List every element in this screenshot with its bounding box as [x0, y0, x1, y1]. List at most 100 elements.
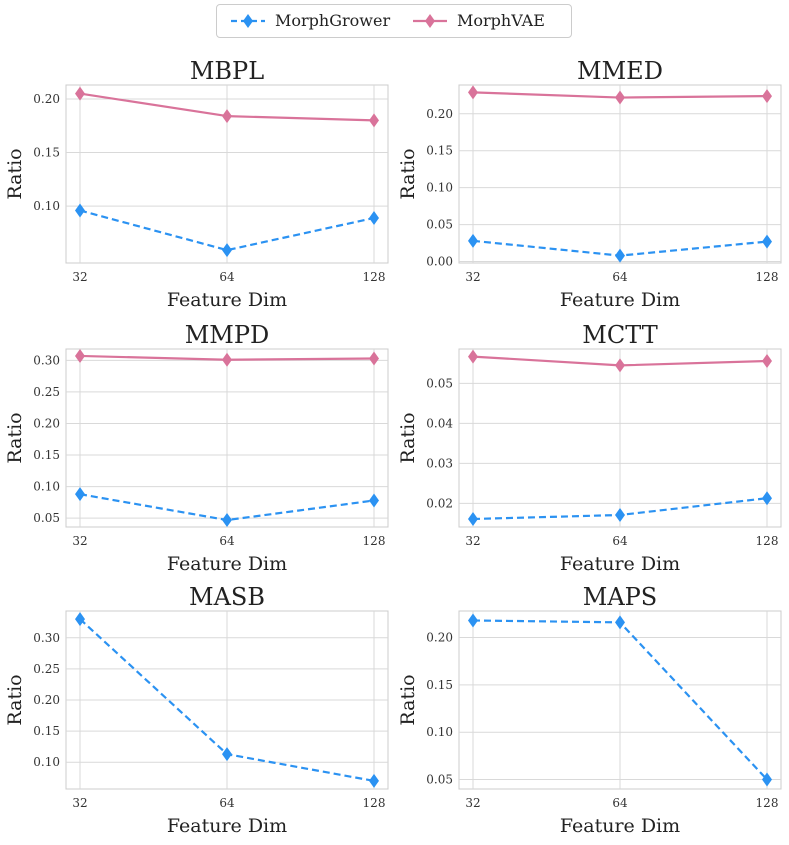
legend-line-morphvae [413, 14, 447, 28]
data-point-morphgrower [75, 487, 85, 502]
data-point-morphgrower [468, 613, 478, 628]
x-axis-label: Feature Dim [167, 553, 287, 575]
data-point-morphvae [369, 113, 379, 128]
x-axis-label: Feature Dim [560, 553, 680, 575]
data-point-morphvae [222, 109, 232, 124]
x-tick-label: 64 [612, 796, 628, 810]
y-tick-label: 0.05 [426, 773, 453, 787]
y-axis-label: Ratio [4, 148, 26, 199]
y-tick-label: 0.03 [426, 456, 453, 470]
x-axis-label: Feature Dim [560, 289, 680, 311]
data-point-morphgrower [75, 612, 85, 627]
y-tick-label: 0.04 [426, 416, 453, 430]
y-tick-label: 0.10 [33, 480, 60, 494]
data-point-morphvae [75, 86, 85, 101]
data-point-morphgrower [369, 773, 379, 788]
data-point-morphgrower [615, 615, 625, 630]
y-tick-label: 0.25 [33, 662, 60, 676]
data-point-morphvae [762, 89, 772, 104]
y-tick-label: 0.15 [33, 448, 60, 462]
legend: MorphGrower MorphVAE [216, 4, 572, 38]
y-tick-label: 0.10 [33, 755, 60, 769]
legend-label-morphvae: MorphVAE [457, 11, 545, 30]
chart-mmed: 0.00 0.05 0.10 0.15 0.20 32 64 128 MMED Feature D… [397, 57, 782, 311]
data-point-morphgrower [222, 747, 232, 762]
y-axis-label: Ratio [397, 148, 419, 199]
y-tick-label: 0.30 [33, 353, 60, 367]
x-tick-label: 128 [756, 796, 779, 810]
data-point-morphvae [468, 85, 478, 100]
data-point-morphgrower [222, 513, 232, 528]
x-tick-label: 64 [612, 270, 628, 284]
x-tick-label: 32 [72, 796, 87, 810]
y-tick-label: 0.00 [426, 255, 453, 269]
x-tick-label: 128 [756, 270, 779, 284]
series-line-morphgrower [79, 209, 375, 252]
y-axis-label: Ratio [397, 674, 419, 725]
data-point-morphgrower [762, 772, 772, 787]
data-point-morphgrower [615, 508, 625, 522]
chart-mctt: 0.02 0.03 0.04 0.05 32 64 128 MCTT Feature Dim Ra… [397, 321, 782, 575]
data-point-morphgrower [468, 512, 478, 526]
chart-mbpl: 0.10 0.15 0.20 32 64 128 MBPL Feature Dim Ratio [4, 57, 389, 311]
y-tick-label: 0.05 [33, 511, 60, 525]
data-point-morphvae [468, 349, 478, 364]
x-tick-label: 64 [219, 270, 235, 284]
data-point-morphgrower [369, 210, 379, 225]
x-tick-label: 32 [465, 796, 480, 810]
chart-title: MMPD [185, 321, 270, 349]
data-point-morphgrower [615, 248, 625, 263]
y-tick-label: 0.20 [33, 92, 60, 106]
y-tick-label: 0.20 [426, 631, 453, 645]
chart-title: MASB [189, 583, 265, 611]
data-point-morphgrower [75, 203, 85, 218]
y-axis-label: Ratio [397, 412, 419, 463]
chart-maps: 0.05 0.10 0.15 0.20 32 64 128 MAPS Feature Dim Ra… [397, 583, 782, 837]
x-tick-label: 64 [219, 534, 235, 548]
y-tick-label: 0.02 [426, 496, 453, 510]
data-point-morphvae [762, 354, 772, 368]
x-tick-label: 32 [465, 534, 480, 548]
data-point-morphvae [615, 90, 625, 105]
y-tick-label: 0.10 [426, 181, 453, 195]
x-tick-label: 128 [756, 534, 779, 548]
y-tick-label: 0.10 [426, 725, 453, 739]
y-tick-label: 0.15 [33, 146, 60, 160]
x-axis-label: Feature Dim [167, 289, 287, 311]
y-tick-label: 0.05 [426, 376, 453, 390]
chart-mmpd: 0.05 0.10 0.15 0.20 0.25 0.30 32 64 128 MMPD Featu… [4, 321, 389, 575]
x-axis-label: Feature Dim [560, 815, 680, 837]
chart-masb: 0.10 0.15 0.20 0.25 0.30 32 64 128 MASB Feature D… [4, 583, 389, 837]
y-tick-label: 0.20 [426, 107, 453, 121]
x-tick-label: 32 [72, 270, 87, 284]
chart-title: MBPL [190, 57, 264, 85]
data-point-morphgrower [468, 233, 478, 248]
data-point-morphvae [615, 358, 625, 373]
y-tick-label: 0.25 [33, 385, 60, 399]
y-axis-label: Ratio [4, 412, 26, 463]
x-tick-label: 64 [612, 534, 628, 548]
x-tick-label: 32 [465, 270, 480, 284]
data-point-morphvae [222, 352, 232, 367]
legend-label-morphgrower: MorphGrower [275, 11, 391, 30]
y-tick-label: 0.20 [33, 416, 60, 430]
x-tick-label: 32 [72, 534, 87, 548]
data-point-morphgrower [369, 493, 379, 508]
y-tick-label: 0.20 [33, 693, 60, 707]
y-tick-label: 0.15 [33, 724, 60, 738]
x-tick-label: 128 [363, 796, 386, 810]
x-tick-label: 64 [219, 796, 235, 810]
y-tick-label: 0.15 [426, 144, 453, 158]
y-tick-label: 0.05 [426, 218, 453, 232]
data-point-morphvae [369, 351, 379, 366]
x-axis-label: Feature Dim [167, 815, 287, 837]
chart-title: MCTT [582, 321, 657, 349]
x-tick-label: 128 [363, 270, 386, 284]
y-tick-label: 0.15 [426, 678, 453, 692]
y-tick-label: 0.30 [33, 631, 60, 645]
chart-title: MMED [577, 57, 663, 85]
data-point-morphvae [75, 348, 85, 363]
data-point-morphgrower [762, 234, 772, 249]
y-axis-label: Ratio [4, 674, 26, 725]
